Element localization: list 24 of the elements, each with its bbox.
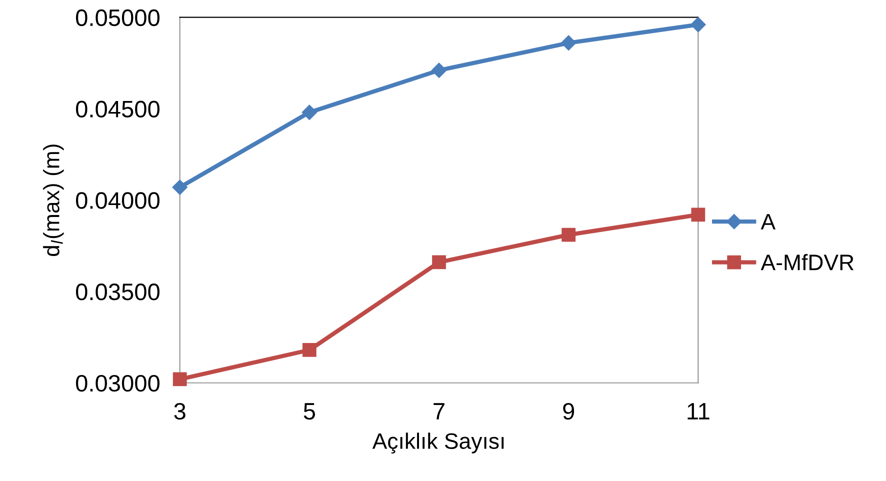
x-tick-label: 3 bbox=[174, 402, 186, 420]
y-tick-label: 0.04500 bbox=[76, 100, 160, 118]
x-tick-label: 5 bbox=[304, 403, 316, 420]
point bbox=[172, 372, 187, 386]
x-axis-title: Açıklık Sayısı bbox=[372, 432, 504, 454]
y-tick-label: 0.04000 bbox=[76, 192, 160, 209]
legend-label: A bbox=[760, 214, 776, 230]
point bbox=[562, 228, 576, 242]
point bbox=[691, 208, 706, 222]
point bbox=[302, 104, 318, 120]
y-axis-title: d$_{l}$(max) (m) bbox=[43, 144, 64, 256]
point bbox=[690, 17, 706, 32]
point bbox=[302, 343, 316, 357]
x-tick-label: 9 bbox=[563, 402, 574, 420]
x-tick-label: 7 bbox=[434, 403, 444, 420]
point bbox=[561, 35, 576, 50]
y-tick-label: 0.03000 bbox=[76, 374, 160, 392]
point bbox=[432, 255, 446, 270]
point bbox=[172, 180, 188, 195]
x-tick-label: 11 bbox=[688, 403, 710, 420]
point bbox=[431, 62, 447, 78]
y-tick-label: 0.05000 bbox=[76, 9, 160, 26]
y-tick-label: 0.03500 bbox=[76, 284, 160, 300]
legend-label: A-MfDVR bbox=[760, 254, 854, 270]
